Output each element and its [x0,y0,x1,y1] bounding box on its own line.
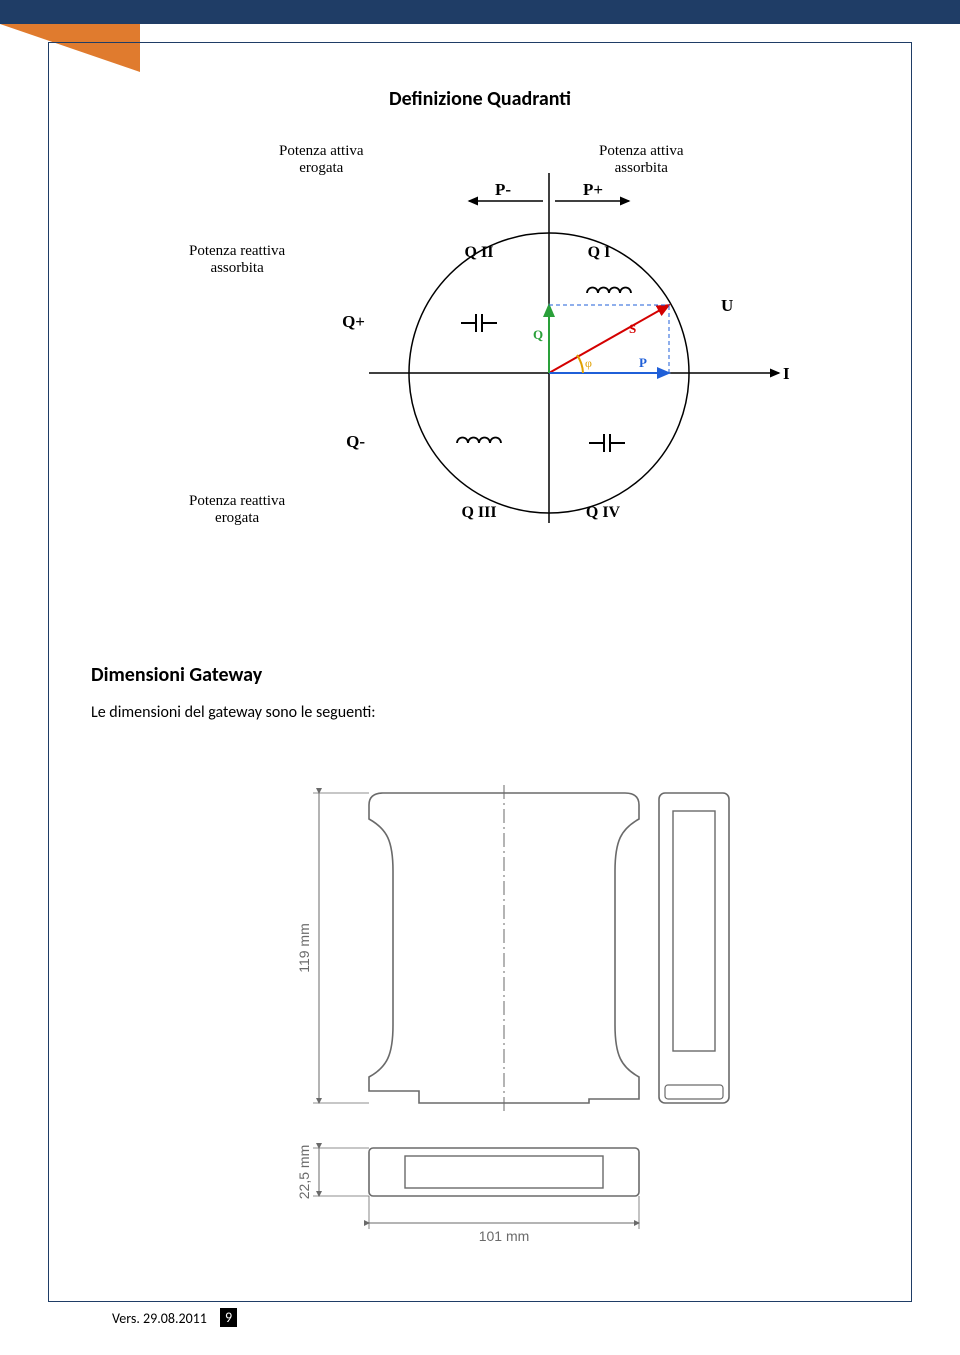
gateway-svg: 119 mm 22,5 mm 101 mm [209,753,829,1253]
page: Definizione Quadranti Potenza attiva ero… [0,0,960,1355]
footer-page-number: 9 [220,1308,237,1327]
svg-text:119 mm: 119 mm [296,923,312,973]
content-frame: Definizione Quadranti Potenza attiva ero… [48,42,912,1302]
svg-text:101 mm: 101 mm [479,1228,530,1244]
svg-text:P-: P- [495,180,511,199]
footer-version: Vers. 29.08.2011 [112,1310,207,1327]
gateway-heading: Dimensioni Gateway [91,663,262,687]
svg-text:P: P [639,355,647,370]
gateway-subtitle: Le dimensioni del gateway sono le seguen… [91,703,376,722]
svg-text:Q I: Q I [588,244,611,261]
top-bar [0,0,960,24]
quadrant-diagram: Potenza attiva erogata Potenza attiva as… [189,143,809,623]
svg-text:Q II: Q II [465,244,494,261]
svg-text:I: I [783,364,790,383]
svg-text:Q III: Q III [461,504,496,521]
svg-text:φ: φ [585,356,592,370]
svg-text:Q-: Q- [346,432,365,451]
svg-text:Q+: Q+ [342,312,365,331]
svg-text:22,5 mm: 22,5 mm [296,1145,312,1199]
quadrant-svg: P- P+ Q+ Q- U I Q II Q I Q III Q IV Q S Pφ [189,143,809,573]
svg-text:Q: Q [533,327,543,342]
svg-text:U: U [721,296,733,315]
svg-text:P+: P+ [583,180,603,199]
quadrants-title: Definizione Quadranti [49,87,911,111]
svg-text:S: S [629,321,636,336]
svg-text:Q IV: Q IV [586,504,621,521]
